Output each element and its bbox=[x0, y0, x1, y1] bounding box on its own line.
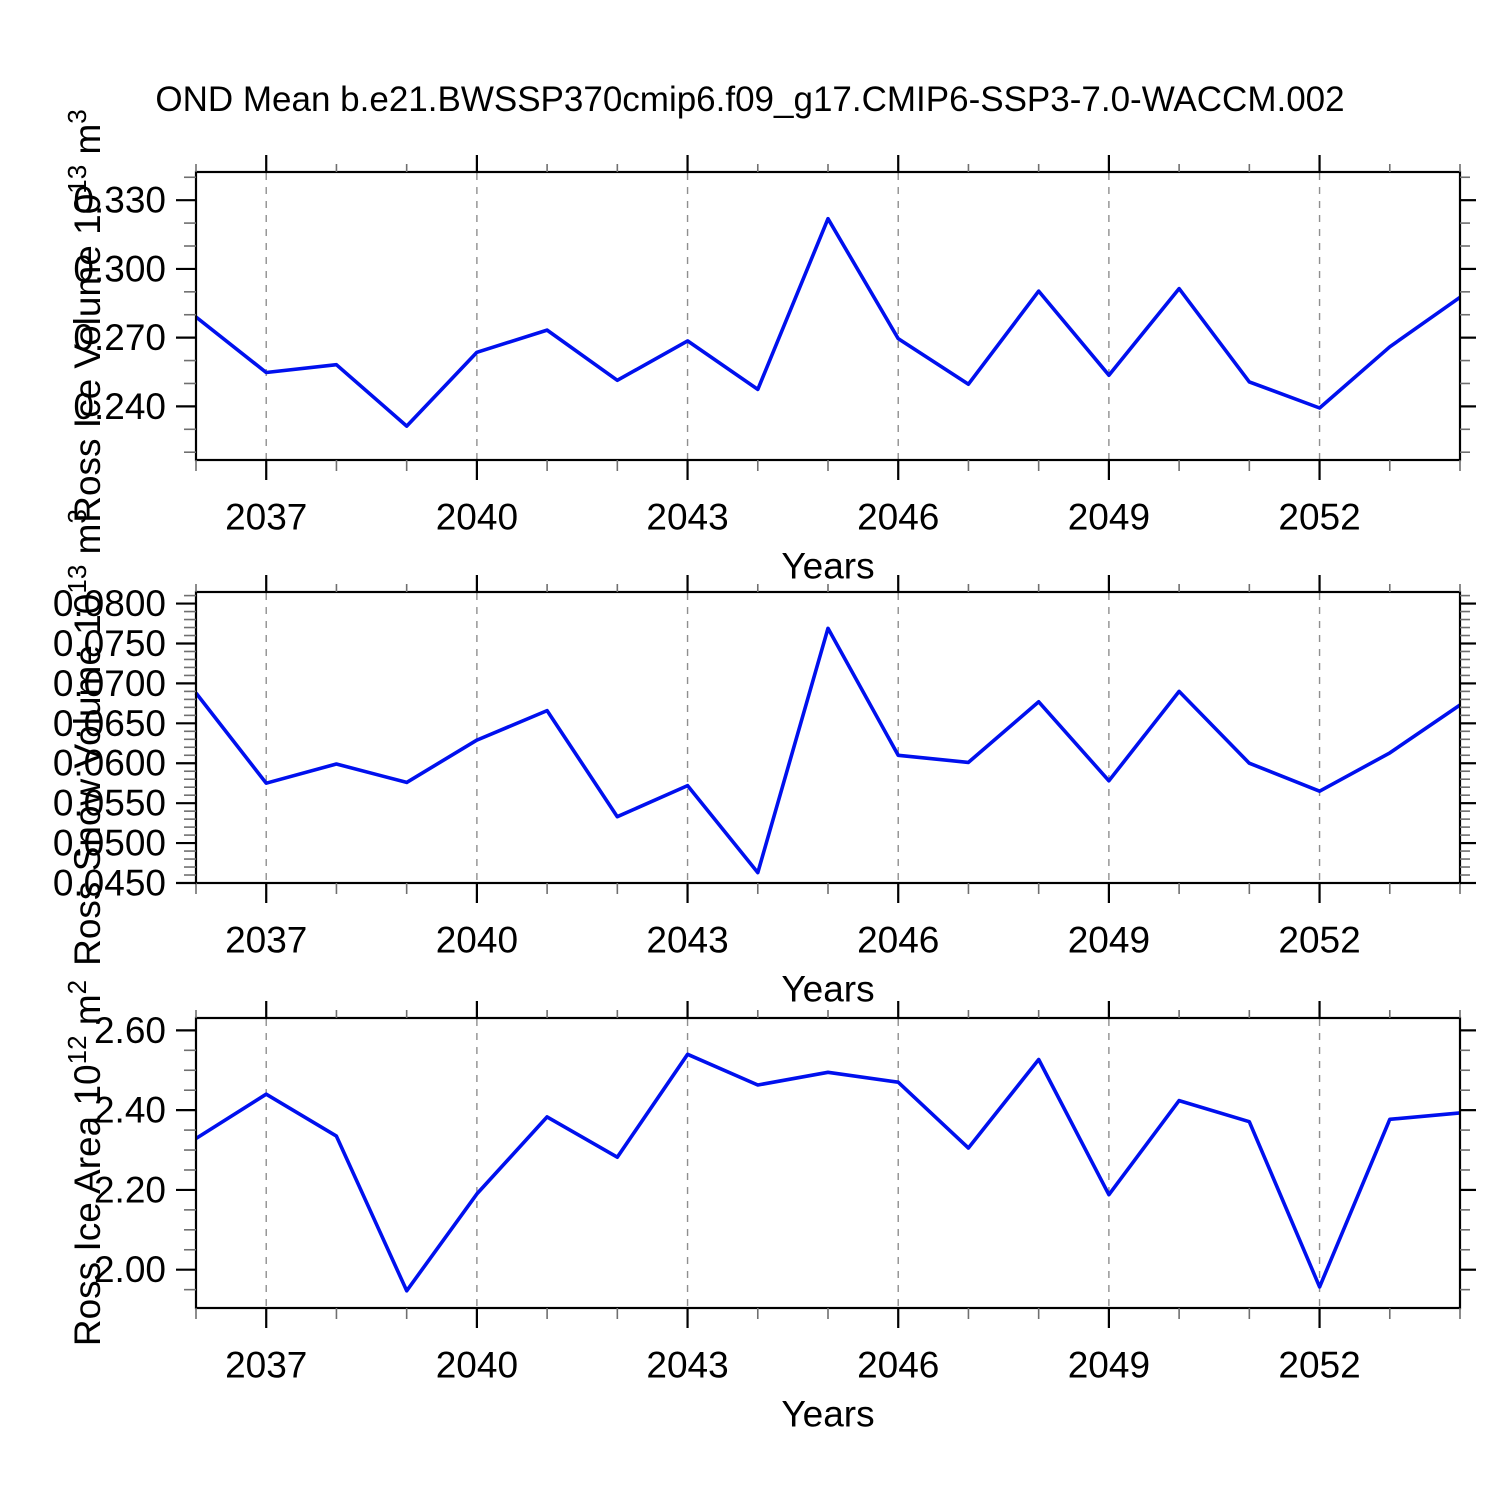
figure-title: OND Mean b.e21.BWSSP370cmip6.f09_g17.CMI… bbox=[155, 80, 1345, 119]
x-axis-tick-label: 2043 bbox=[646, 497, 728, 538]
y-axis-tick-label: 0.270 bbox=[73, 317, 166, 358]
y-axis-tick-label: 0.0800 bbox=[53, 583, 166, 624]
y-axis-tick-label: 0.330 bbox=[73, 180, 166, 221]
x-axis-tick-label: 2052 bbox=[1278, 1345, 1360, 1386]
x-axis-tick-label: 2037 bbox=[225, 497, 307, 538]
data-line-ross-ice-area bbox=[195, 1052, 1461, 1293]
x-axis-tick-label: 2052 bbox=[1278, 497, 1360, 538]
y-axis-tick-label: 2.00 bbox=[94, 1249, 166, 1290]
x-axis-tick-label: 2046 bbox=[857, 497, 939, 538]
panel-ross-ice-area: 2037 2040 2043 2046 2049 2052 2.00 2.20 2.40 2.60… bbox=[62, 980, 1476, 1435]
y-axis-tick-label: 0.0500 bbox=[53, 823, 166, 864]
plot-box bbox=[194, 590, 1462, 885]
x-axis-tick-label: 2043 bbox=[646, 920, 728, 961]
x-axis-tick-label: 2046 bbox=[857, 920, 939, 961]
x-axis-title: Years bbox=[781, 1394, 874, 1435]
plot-box bbox=[194, 170, 1462, 462]
y-axis-title: Ross Ice Area 1012 m2 bbox=[62, 980, 108, 1346]
x-axis-tick-label: 2043 bbox=[646, 1345, 728, 1386]
y-axis-tick-label: 2.60 bbox=[94, 1010, 166, 1051]
x-axis-tick-label: 2040 bbox=[436, 920, 518, 961]
y-axis-tick-label: 0.0550 bbox=[53, 783, 166, 824]
x-axis-title: Years bbox=[781, 546, 874, 587]
panel-ross-ice-volume: 2037 2040 2043 2046 2049 2052 0.240 0.270 0.300 0… bbox=[62, 109, 1476, 587]
panel-ross-snow-volume: 2037 2040 2043 2046 2049 2052 0.04500.05000.05… bbox=[53, 509, 1476, 1010]
y-axis-title: Ross Ice Volume 1013 m3 bbox=[62, 109, 108, 523]
y-axis-tick-label: 0.240 bbox=[73, 386, 166, 427]
x-axis-title: Years bbox=[781, 969, 874, 1010]
y-axis-tick-label: 0.0750 bbox=[53, 623, 166, 664]
x-axis-tick-label: 2037 bbox=[225, 1345, 307, 1386]
y-axis-tick-label: 2.20 bbox=[94, 1169, 166, 1210]
x-axis-tick-label: 2046 bbox=[857, 1345, 939, 1386]
x-axis-tick-label: 2040 bbox=[436, 1345, 518, 1386]
y-axis-tick-label: 0.0700 bbox=[53, 663, 166, 704]
y-axis-tick-label: 2.40 bbox=[94, 1090, 166, 1131]
x-axis-tick-label: 2040 bbox=[436, 497, 518, 538]
x-axis-tick-label: 2037 bbox=[225, 920, 307, 961]
y-axis-tick-label: 0.0650 bbox=[53, 703, 166, 744]
data-line-ross-ice-volume bbox=[194, 216, 1462, 428]
y-axis-tick-label: 0.0450 bbox=[53, 863, 166, 904]
x-axis-tick-label: 2049 bbox=[1068, 1345, 1150, 1386]
x-axis-tick-label: 2049 bbox=[1068, 497, 1150, 538]
y-axis-title: Ross Snow Volume 1013 m3 bbox=[62, 509, 108, 966]
data-line-ross-snow-volume bbox=[194, 626, 1462, 875]
x-axis-tick-label: 2049 bbox=[1068, 920, 1150, 961]
y-axis-tick-label: 0.0600 bbox=[53, 743, 166, 784]
plot-box bbox=[194, 1016, 1462, 1310]
y-axis-tick-label: 0.300 bbox=[73, 248, 166, 289]
x-axis-tick-label: 2052 bbox=[1278, 920, 1360, 961]
